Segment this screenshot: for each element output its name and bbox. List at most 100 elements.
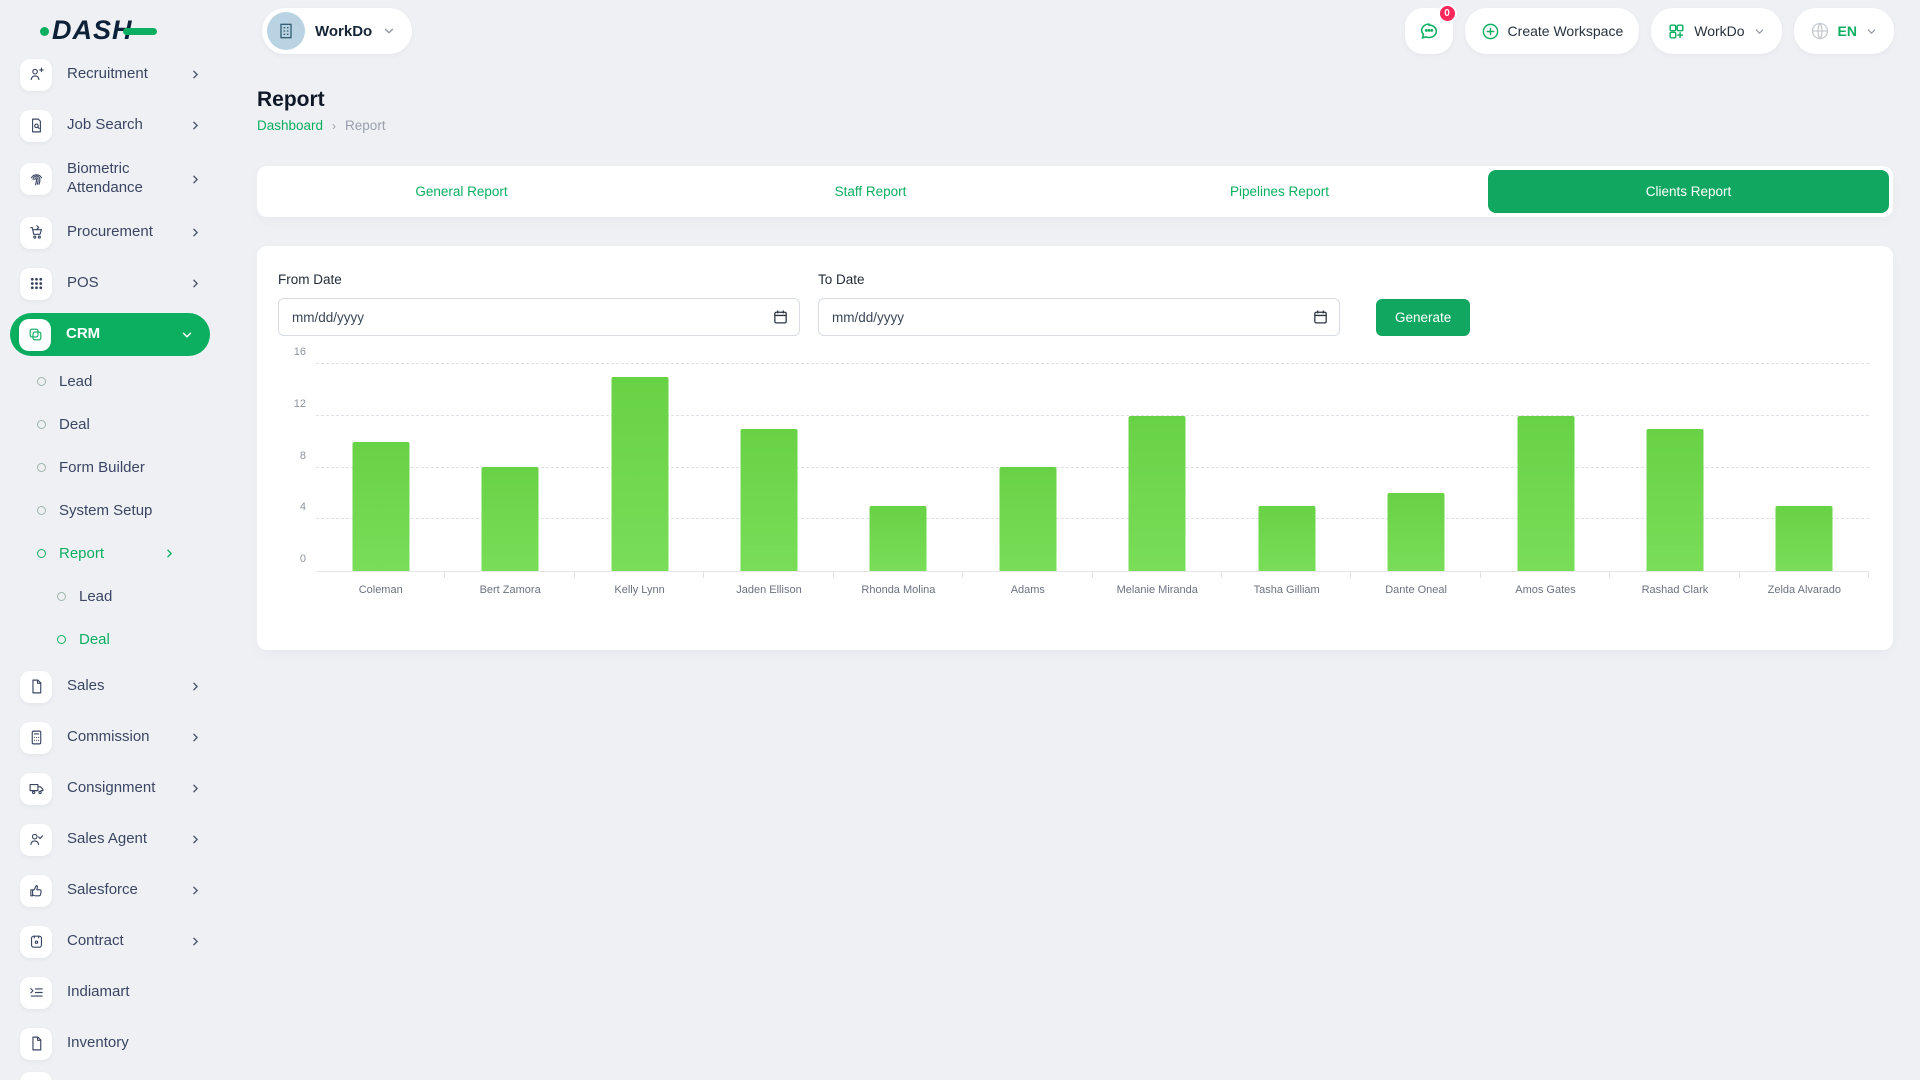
chart-column-kelly-lynn	[575, 365, 705, 578]
chart-y-tick-label: 12	[293, 397, 306, 410]
bar-kelly-lynn[interactable]	[611, 377, 669, 571]
chevron-right-icon	[193, 70, 199, 79]
language-button[interactable]: EN	[1793, 8, 1894, 54]
from-date-input[interactable]	[278, 298, 800, 336]
dash-logo: DASH	[40, 15, 157, 46]
tab-staff-report[interactable]: Staff Report	[834, 184, 907, 199]
bar-rhonda-molina[interactable]	[869, 506, 927, 571]
bar-rashad-clark[interactable]	[1646, 429, 1704, 571]
sidebar-item-recruitment[interactable]: Recruitment	[0, 55, 216, 100]
bar-jaden-ellison[interactable]	[740, 429, 798, 571]
workspace-switcher-button[interactable]: WorkDo	[1651, 8, 1782, 54]
sidebar-item-sales[interactable]: Sales	[0, 661, 216, 712]
chart-y-tick-label: 8	[299, 449, 306, 462]
sidebar-subitem-deal[interactable]: Deal	[0, 403, 216, 446]
chart-plot: 0 4 8 12 16	[294, 346, 1870, 578]
tab-clients-report[interactable]: Clients Report	[1488, 170, 1889, 213]
circle-icon	[57, 592, 66, 601]
chart-column-bert-zamora	[445, 365, 576, 578]
sidebar: Recruitment Job Search Biometric Attendanc…	[0, 55, 216, 1080]
breadcrumb-link-dashboard[interactable]: Dashboard	[257, 118, 324, 133]
logo-text: DASH	[52, 15, 133, 45]
bar-dante-oneal[interactable]	[1387, 493, 1445, 571]
bar-bert-zamora[interactable]	[481, 467, 539, 571]
sidebar-subitem-lead[interactable]: Lead	[0, 575, 216, 618]
sidebar-item-salesforce[interactable]: Salesforce	[0, 865, 216, 916]
chart-x-label: Dante Oneal	[1385, 584, 1447, 596]
doc-badge-icon	[30, 935, 42, 948]
chevron-down-icon	[385, 28, 394, 34]
user-plus-icon	[30, 67, 44, 81]
chart-x-label: Tasha Gilliam	[1253, 584, 1320, 596]
chart-gridline	[316, 363, 1869, 364]
workspace-name: WorkDo	[315, 22, 373, 40]
workspace-pill[interactable]: WorkDo	[262, 8, 413, 54]
page-title: Report	[257, 88, 325, 111]
chart-gridline	[316, 466, 1869, 468]
cart-icon	[29, 225, 42, 239]
logo-bar	[122, 28, 157, 35]
create-workspace-button[interactable]: Create Workspace	[1464, 8, 1640, 54]
sidebar-item-inventory[interactable]: Inventory	[0, 1018, 216, 1069]
doc-icon	[31, 1036, 41, 1051]
sidebar-subitem-form-builder[interactable]: Form Builder	[0, 446, 216, 489]
circle-icon	[37, 549, 46, 558]
chart-x-labels: Coleman Bert Zamora Kelly Lynn Jaden Elliso…	[316, 584, 1869, 596]
bar-melanie-miranda[interactable]	[1128, 416, 1186, 571]
sidebar-item-indiamart[interactable]: Indiamart	[0, 967, 216, 1018]
chart-column-dante-oneal	[1351, 365, 1482, 578]
chevron-right-icon	[193, 733, 199, 742]
bar-adams[interactable]	[999, 467, 1057, 571]
from-date-label: From Date	[278, 272, 342, 287]
chart-column-jaden-ellison	[704, 365, 835, 578]
sidebar-item-crm[interactable]: CRM	[10, 313, 210, 356]
breadcrumb-separator: ›	[332, 118, 337, 133]
sidebar-item-contract[interactable]: Contract	[0, 916, 216, 967]
chart-bars	[316, 365, 1870, 578]
sidebar-item-consignment[interactable]: Consignment	[0, 763, 216, 814]
user-check-icon	[29, 833, 43, 846]
sidebar-subitem-system-setup[interactable]: System Setup	[0, 489, 216, 532]
messages-button[interactable]: 0	[1404, 4, 1457, 54]
circle-icon	[37, 420, 46, 429]
sidebar-item-sales-agent[interactable]: Sales Agent	[0, 814, 216, 865]
tab-general-report[interactable]: General Report	[415, 184, 508, 199]
sidebar-subitem-lead[interactable]: Lead	[0, 360, 216, 403]
generate-button[interactable]: Generate	[1376, 299, 1471, 336]
sidebar-item-commission[interactable]: Commission	[0, 712, 216, 763]
chart-y-tick-label: 16	[293, 346, 306, 358]
chevron-down-icon	[1867, 28, 1876, 34]
chat-bubble-icon	[1420, 23, 1437, 40]
chart-x-label: Coleman	[358, 584, 403, 596]
chart-x-label: Jaden Ellison	[736, 584, 802, 596]
circle-icon	[57, 635, 66, 644]
grid-plus-icon	[1669, 23, 1684, 39]
bar-coleman[interactable]	[352, 442, 410, 571]
chart-x-label: Melanie Miranda	[1116, 584, 1198, 596]
chart-x-label: Bert Zamora	[479, 584, 541, 596]
chevron-down-icon	[182, 332, 192, 338]
chart-column-adams	[963, 365, 1093, 578]
sidebar-item-job-search[interactable]: Job Search	[0, 100, 216, 151]
chart-y-tick-label: 0	[299, 553, 306, 565]
sidebar-subitem-report[interactable]: Report	[0, 532, 216, 575]
sidebar-subitem-deal[interactable]: Deal	[0, 618, 216, 661]
bar-tasha-gilliam[interactable]	[1258, 506, 1316, 571]
sidebar-item-biometric-attendance[interactable]: Biometric Attendance	[0, 151, 216, 207]
to-date-label: To Date	[818, 272, 865, 287]
sidebar-item-procurement[interactable]: Procurement	[0, 207, 216, 258]
chevron-right-icon	[167, 549, 173, 558]
fingerprint-icon	[30, 173, 42, 185]
grid-dots-icon	[30, 277, 42, 290]
tab-pipelines-report[interactable]: Pipelines Report	[1229, 184, 1330, 199]
chevron-right-icon	[193, 835, 199, 844]
truck-icon	[29, 784, 43, 795]
circle-icon	[37, 463, 46, 472]
main-content: Report Dashboard › Report General Report St…	[257, 88, 1893, 650]
doc-icon	[31, 679, 41, 694]
chart-x-label: Kelly Lynn	[614, 584, 665, 596]
bar-amos-gates[interactable]	[1517, 416, 1574, 571]
sidebar-item-pos[interactable]: POS	[0, 258, 216, 309]
to-date-input[interactable]	[818, 298, 1340, 336]
bar-zelda-alvarado[interactable]	[1775, 506, 1833, 571]
